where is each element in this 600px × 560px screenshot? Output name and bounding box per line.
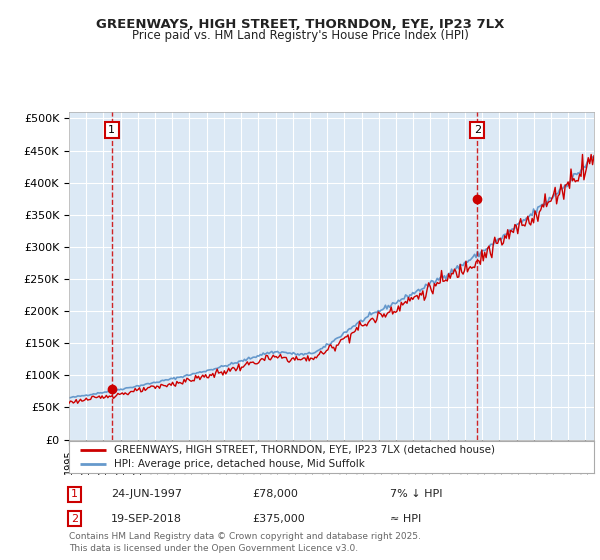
Text: 7% ↓ HPI: 7% ↓ HPI	[390, 489, 443, 500]
Text: HPI: Average price, detached house, Mid Suffolk: HPI: Average price, detached house, Mid …	[113, 459, 365, 469]
Text: £78,000: £78,000	[252, 489, 298, 500]
Text: 2: 2	[71, 514, 78, 524]
Text: 24-JUN-1997: 24-JUN-1997	[111, 489, 182, 500]
Text: 19-SEP-2018: 19-SEP-2018	[111, 514, 182, 524]
Text: GREENWAYS, HIGH STREET, THORNDON, EYE, IP23 7LX (detached house): GREENWAYS, HIGH STREET, THORNDON, EYE, I…	[113, 445, 494, 455]
Text: Contains HM Land Registry data © Crown copyright and database right 2025.
This d: Contains HM Land Registry data © Crown c…	[69, 532, 421, 553]
Text: £375,000: £375,000	[252, 514, 305, 524]
Text: Price paid vs. HM Land Registry's House Price Index (HPI): Price paid vs. HM Land Registry's House …	[131, 29, 469, 42]
Text: 1: 1	[108, 125, 115, 135]
Text: 2: 2	[474, 125, 481, 135]
Text: GREENWAYS, HIGH STREET, THORNDON, EYE, IP23 7LX: GREENWAYS, HIGH STREET, THORNDON, EYE, I…	[96, 18, 504, 31]
Text: ≈ HPI: ≈ HPI	[390, 514, 421, 524]
Text: 1: 1	[71, 489, 78, 500]
